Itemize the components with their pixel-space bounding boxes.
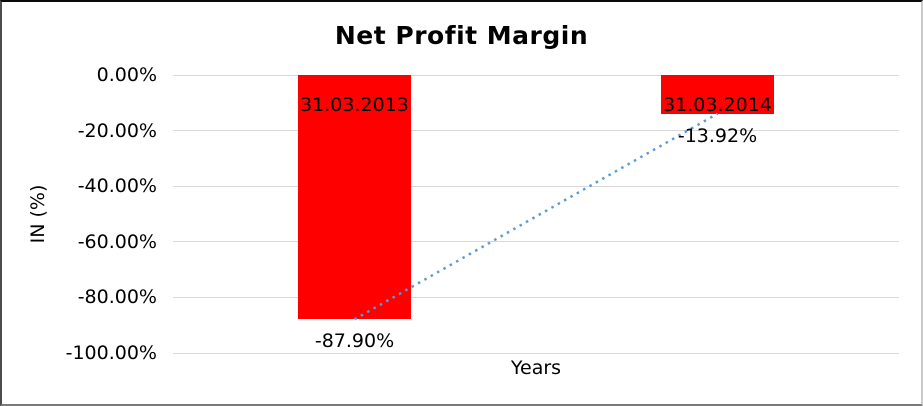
bar-category-label: 31.03.2013 bbox=[300, 94, 409, 116]
bar-value-label: -13.92% bbox=[677, 124, 758, 147]
x-axis-title: Years bbox=[510, 357, 562, 379]
gridline bbox=[173, 296, 899, 298]
y-axis-title: IN (%) bbox=[27, 184, 49, 244]
bar-category-label: 31.03.2014 bbox=[663, 94, 772, 116]
gridline bbox=[173, 185, 899, 187]
gridline bbox=[173, 74, 899, 76]
y-tick-label: -80.00% bbox=[77, 286, 157, 309]
y-tick-label: -40.00% bbox=[77, 175, 157, 198]
bar bbox=[661, 75, 774, 114]
gridline bbox=[173, 352, 899, 354]
y-tick-label: 0.00% bbox=[96, 64, 157, 86]
y-tick-label: -60.00% bbox=[77, 230, 157, 253]
chart-title: Net Profit Margin bbox=[334, 21, 589, 50]
y-tick-label: -100.00% bbox=[65, 342, 157, 364]
y-tick-label: -20.00% bbox=[77, 119, 157, 142]
bar-value-label: -87.90% bbox=[314, 330, 395, 353]
gridline bbox=[173, 241, 899, 243]
